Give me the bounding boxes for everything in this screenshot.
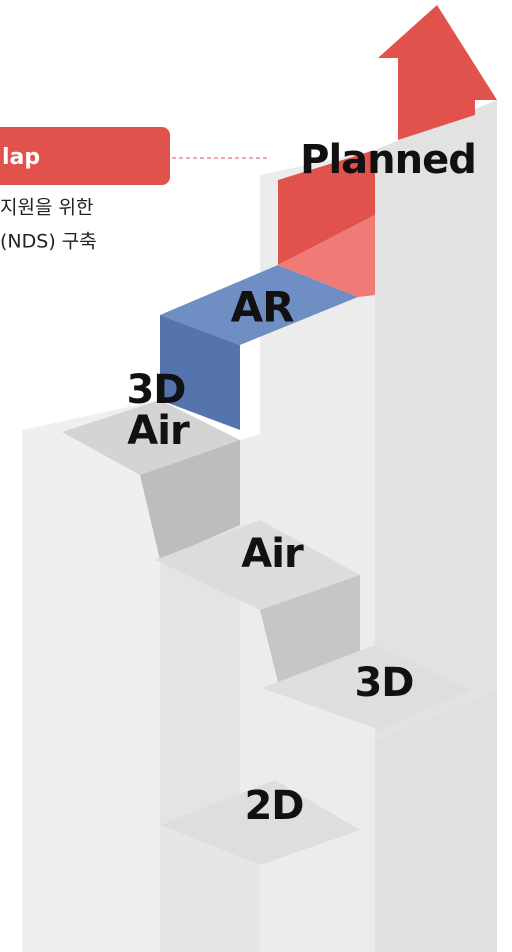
back-wall	[375, 100, 497, 740]
step-label: Planned	[300, 137, 476, 183]
banner-line: (NDS) 구축	[0, 231, 97, 253]
step-label: 3D	[126, 367, 185, 413]
banner-title: lap	[2, 145, 40, 170]
banner-line: 지원을 위한	[0, 197, 93, 219]
step-label: AR	[231, 283, 295, 332]
left-block	[22, 400, 160, 952]
step-label: 3D	[354, 660, 413, 706]
step-label: 2D	[244, 783, 303, 829]
step-label: Air	[241, 531, 304, 577]
page: lap 지원을 위한 (NDS) 구축 Planned AR 3D Air Ai…	[0, 0, 512, 952]
step-label: Air	[127, 408, 190, 454]
